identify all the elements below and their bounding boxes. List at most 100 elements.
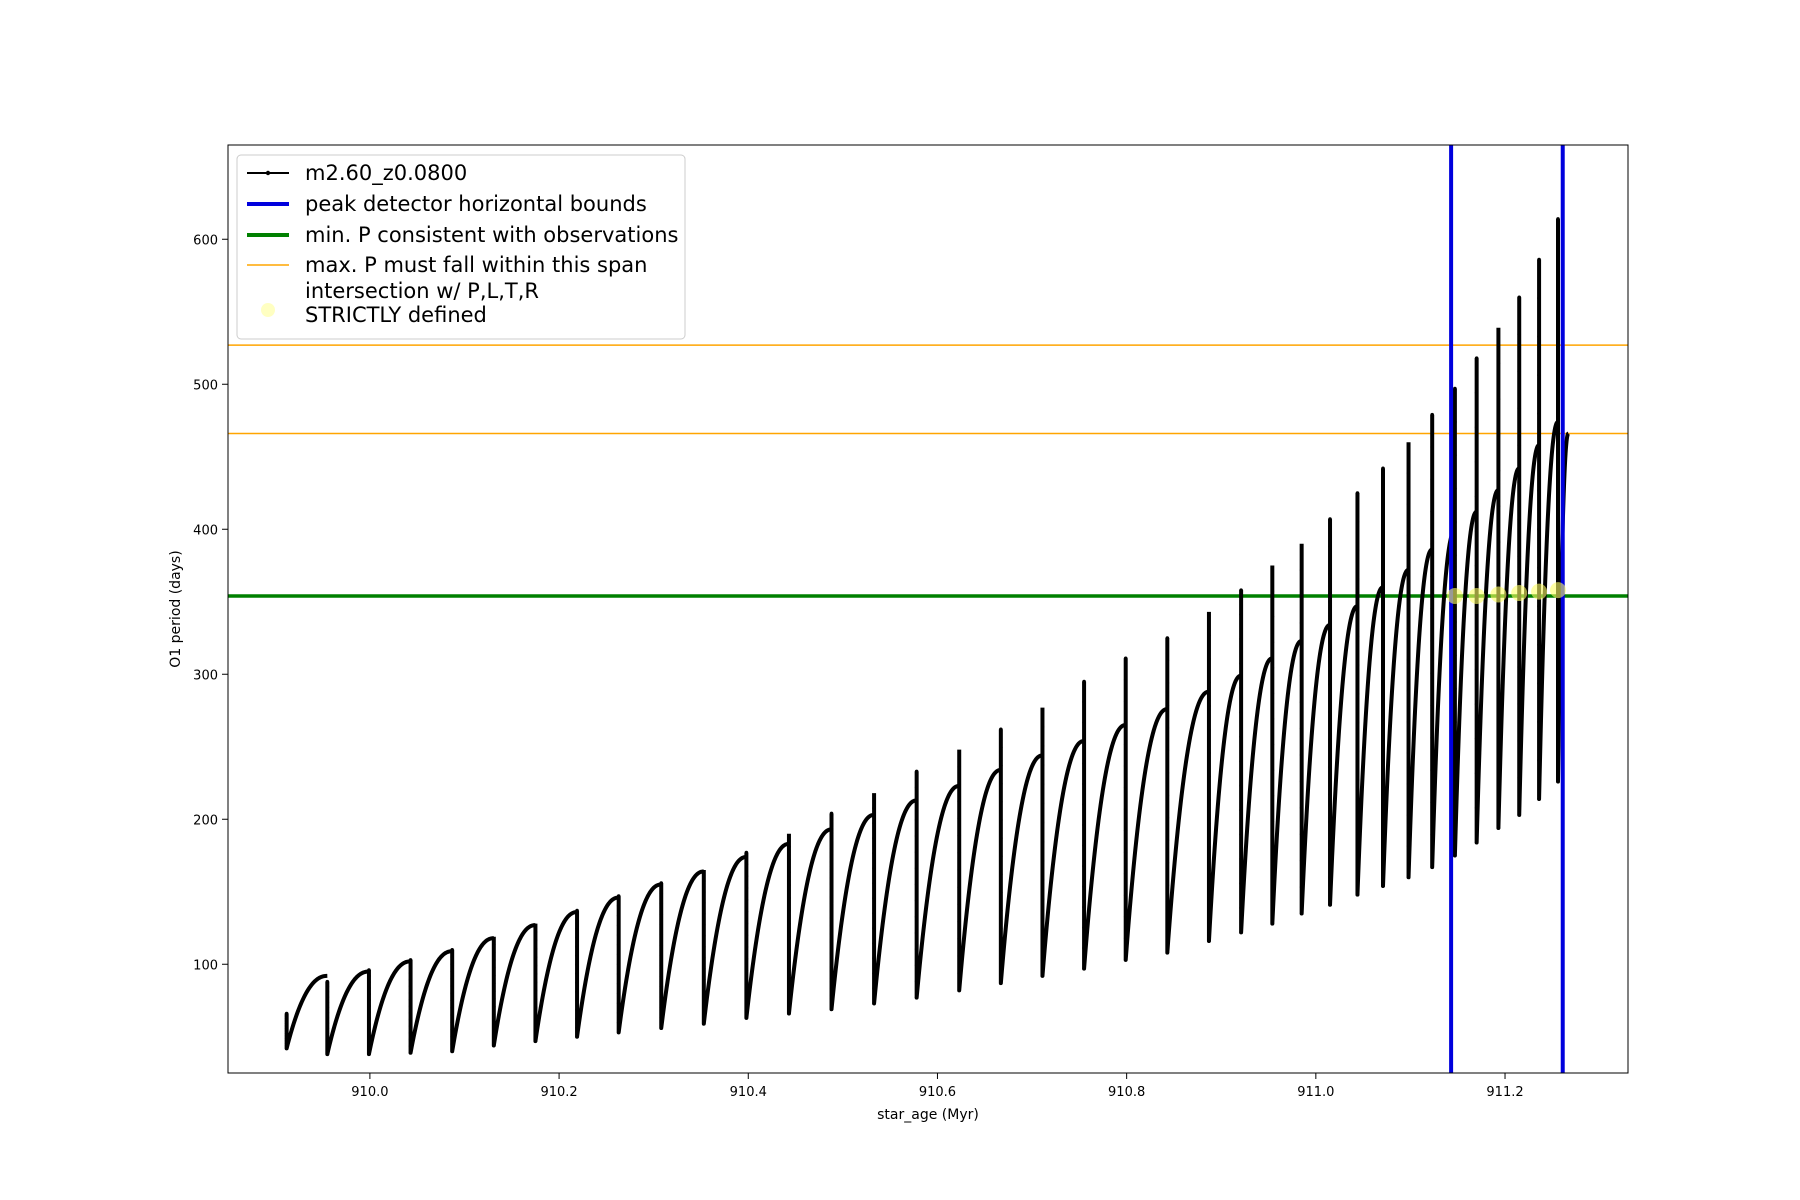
pulse-marker-24 xyxy=(1270,768,1275,772)
pulse-7 xyxy=(575,895,620,1039)
pulse-marker-25 xyxy=(1299,621,1304,625)
pulse-marker-19 xyxy=(1082,782,1086,786)
pulse-marker-25 xyxy=(1299,858,1304,863)
pulse-marker-9 xyxy=(659,891,664,896)
pulse-marker-21 xyxy=(1165,748,1170,753)
pulse-marker-2 xyxy=(367,1004,371,1008)
pulse-marker-29 xyxy=(1406,471,1411,476)
pulse-marker-9 xyxy=(659,943,664,947)
pulse-marker-10 xyxy=(702,879,706,883)
pulse-marker-33 xyxy=(1496,790,1501,795)
pulse-marker-19 xyxy=(1082,864,1086,868)
pulse-marker-25 xyxy=(1299,832,1304,837)
pulse-marker-26 xyxy=(1328,903,1332,907)
pulse-curve-0 xyxy=(284,973,329,1051)
pulse-marker-34 xyxy=(1517,517,1522,521)
pulse-marker-32 xyxy=(1474,425,1479,430)
pulse-marker-0 xyxy=(284,1034,289,1038)
pulse-marker-15 xyxy=(914,882,919,887)
pulse-25 xyxy=(1299,543,1332,916)
pulse-marker-11 xyxy=(744,945,749,949)
pulse-marker-10 xyxy=(702,934,706,938)
pulse-marker-4 xyxy=(450,962,454,967)
pulse-marker-18 xyxy=(1040,974,1045,978)
pulse-marker-36 xyxy=(1556,779,1560,784)
pulse-marker-7 xyxy=(575,989,579,994)
pulse-marker-36 xyxy=(1556,217,1560,221)
pulse-marker-23 xyxy=(1239,930,1243,935)
pulse-marker-32 xyxy=(1474,736,1479,741)
pulse-marker-10 xyxy=(702,988,706,993)
pulse-marker-25 xyxy=(1299,700,1304,705)
pulse-marker-31 xyxy=(1453,386,1457,391)
pulse-marker-1 xyxy=(325,979,330,984)
pulse-marker-22 xyxy=(1207,657,1211,661)
pulse-13 xyxy=(829,811,876,1012)
pulse-marker-26 xyxy=(1328,765,1332,769)
pulse-22 xyxy=(1206,611,1243,944)
pulse-marker-5 xyxy=(492,942,496,947)
x-tick-label-1: 910.2 xyxy=(540,1085,577,1100)
pulse-marker-29 xyxy=(1406,595,1411,600)
pulse-marker-12 xyxy=(787,896,791,900)
pulse-marker-15 xyxy=(914,898,919,903)
pulse-marker-1 xyxy=(325,1047,330,1051)
pulse-marker-21 xyxy=(1165,838,1170,843)
pulse-marker-3 xyxy=(408,1044,413,1048)
pulse-marker-33 xyxy=(1496,647,1501,652)
pulse-marker-4 xyxy=(450,969,454,974)
legend-entry-intersection-label-2: STRICTLY defined xyxy=(305,303,487,327)
pulse-marker-33 xyxy=(1496,611,1501,616)
pulse-marker-18 xyxy=(1040,954,1045,959)
pulse-marker-21 xyxy=(1165,905,1170,910)
pulse-marker-26 xyxy=(1328,737,1332,742)
pulse-marker-27 xyxy=(1355,692,1360,696)
pulse-curve-7 xyxy=(575,895,620,1039)
pulse-marker-33 xyxy=(1496,361,1501,366)
pulse-marker-32 xyxy=(1474,667,1479,672)
pulse-marker-33 xyxy=(1496,468,1501,473)
pulse-marker-23 xyxy=(1239,686,1243,690)
pulse-4 xyxy=(450,936,495,1054)
pulse-marker-0 xyxy=(284,1036,289,1041)
pulse-marker-30 xyxy=(1430,639,1434,643)
pulse-marker-5 xyxy=(492,1043,496,1048)
pulse-curve-8 xyxy=(616,882,663,1035)
pulse-marker-24 xyxy=(1270,666,1275,670)
pulse-marker-3 xyxy=(408,964,413,969)
pulse-6 xyxy=(533,910,579,1044)
pulse-marker-31 xyxy=(1453,820,1457,824)
pulse-marker-29 xyxy=(1406,844,1411,848)
pulse-marker-11 xyxy=(744,898,749,902)
pulse-marker-22 xyxy=(1207,892,1211,896)
pulse-marker-31 xyxy=(1453,520,1457,524)
y-tick-label-5: 600 xyxy=(193,233,218,248)
pulse-marker-28 xyxy=(1381,645,1385,650)
pulse-marker-14 xyxy=(872,896,876,901)
pulse-marker-35 xyxy=(1537,411,1541,416)
pulse-marker-1 xyxy=(325,1016,330,1020)
pulse-marker-19 xyxy=(1082,720,1086,725)
pulse-marker-11 xyxy=(744,886,749,890)
pulse-marker-22 xyxy=(1207,939,1211,943)
pulse-curve-17 xyxy=(998,729,1044,986)
pulse-marker-13 xyxy=(829,881,834,886)
pulse-marker-17 xyxy=(999,800,1003,804)
pulse-marker-28 xyxy=(1381,466,1385,471)
pulse-marker-3 xyxy=(408,1011,413,1015)
y-tick-label-4: 500 xyxy=(193,378,218,393)
pulse-marker-3 xyxy=(408,958,413,962)
pulse-14 xyxy=(872,793,918,1006)
pulse-marker-26 xyxy=(1328,820,1332,824)
pulse-marker-8 xyxy=(616,894,621,898)
pulse-marker-7 xyxy=(575,953,579,958)
pulse-marker-8 xyxy=(616,981,621,986)
pulse-marker-17 xyxy=(999,836,1003,840)
pulse-marker-9 xyxy=(659,922,664,927)
pulse-34 xyxy=(1517,295,1541,817)
pulse-marker-13 xyxy=(829,979,834,984)
pulse-marker-13 xyxy=(829,825,834,830)
pulse-marker-27 xyxy=(1355,806,1360,811)
pulse-marker-26 xyxy=(1328,572,1332,576)
pulse-marker-23 xyxy=(1239,759,1243,764)
